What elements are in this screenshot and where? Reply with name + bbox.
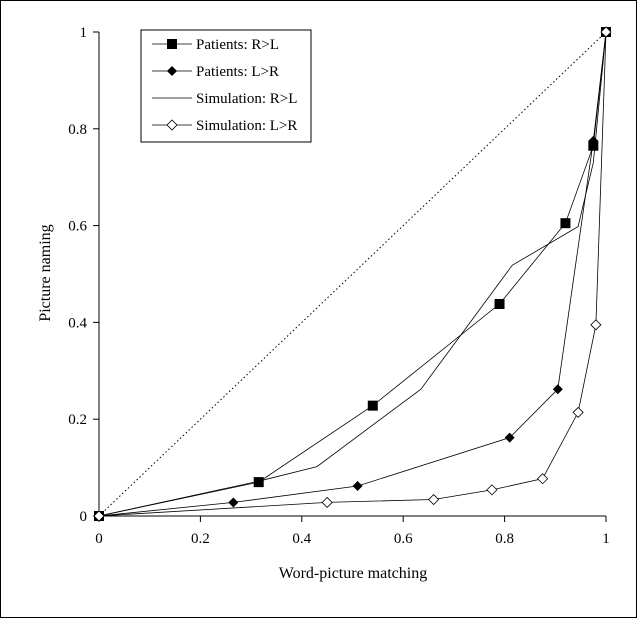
x-tick-label: 1 [602, 531, 610, 547]
y-tick-label: 1 [80, 25, 88, 41]
data-point [228, 497, 239, 508]
axes: 0 0.2 0.4 0.6 0.8 1 0 0.2 0.4 0.6 0.8 1 [68, 25, 610, 547]
data-point [486, 484, 498, 496]
data-point [494, 299, 505, 310]
data-point [572, 406, 584, 418]
data-point [560, 218, 571, 229]
y-tick-label: 0 [80, 509, 88, 525]
y-tick-label: 0.4 [68, 315, 87, 331]
data-point [504, 432, 515, 443]
x-tick-label: 0.2 [191, 531, 210, 547]
data-point [537, 473, 549, 485]
legend-marker [166, 119, 178, 131]
data-point [552, 384, 563, 395]
series-line [98, 31, 607, 517]
legend-label: Patients: L>R [196, 64, 279, 80]
data-point [253, 477, 264, 488]
y-tick-label: 0.2 [68, 412, 87, 428]
y-axis-label: Picture naming [37, 224, 54, 321]
reference-diagonal [98, 31, 607, 517]
legend-entry: Simulation: R>L [152, 91, 297, 107]
data-point [93, 510, 105, 522]
y-tick-label: 0.8 [68, 122, 87, 138]
data-point [590, 319, 602, 331]
series-layer [93, 26, 612, 522]
data-point [600, 26, 612, 38]
x-tick-label: 0 [95, 531, 103, 547]
legend: Patients: R>L Patients: L>R Simulation: R>… [140, 29, 312, 143]
legend-label: Simulation: L>R [196, 118, 297, 134]
y-tick-label: 0.6 [68, 219, 87, 235]
series-3 [98, 31, 607, 517]
data-point [352, 480, 363, 491]
legend-entry: Simulation: L>R [152, 118, 297, 134]
x-tick-label: 0.8 [495, 531, 514, 547]
reference-line [98, 31, 607, 517]
legend-entry: Patients: L>R [152, 64, 279, 80]
data-point [428, 493, 440, 506]
data-point [367, 400, 378, 411]
legend-label: Patients: R>L [196, 37, 279, 53]
series-4 [93, 26, 612, 522]
legend-label: Simulation: R>L [196, 91, 297, 107]
data-point [321, 496, 333, 509]
x-axis-label: Word-picture matching [279, 565, 427, 582]
legend-entry: Patients: R>L [152, 37, 279, 53]
x-tick-label: 0.6 [394, 531, 413, 547]
x-tick-label: 0.4 [292, 531, 311, 547]
legend-marker [167, 39, 177, 49]
legend-marker [167, 66, 177, 76]
series-line [98, 31, 607, 517]
